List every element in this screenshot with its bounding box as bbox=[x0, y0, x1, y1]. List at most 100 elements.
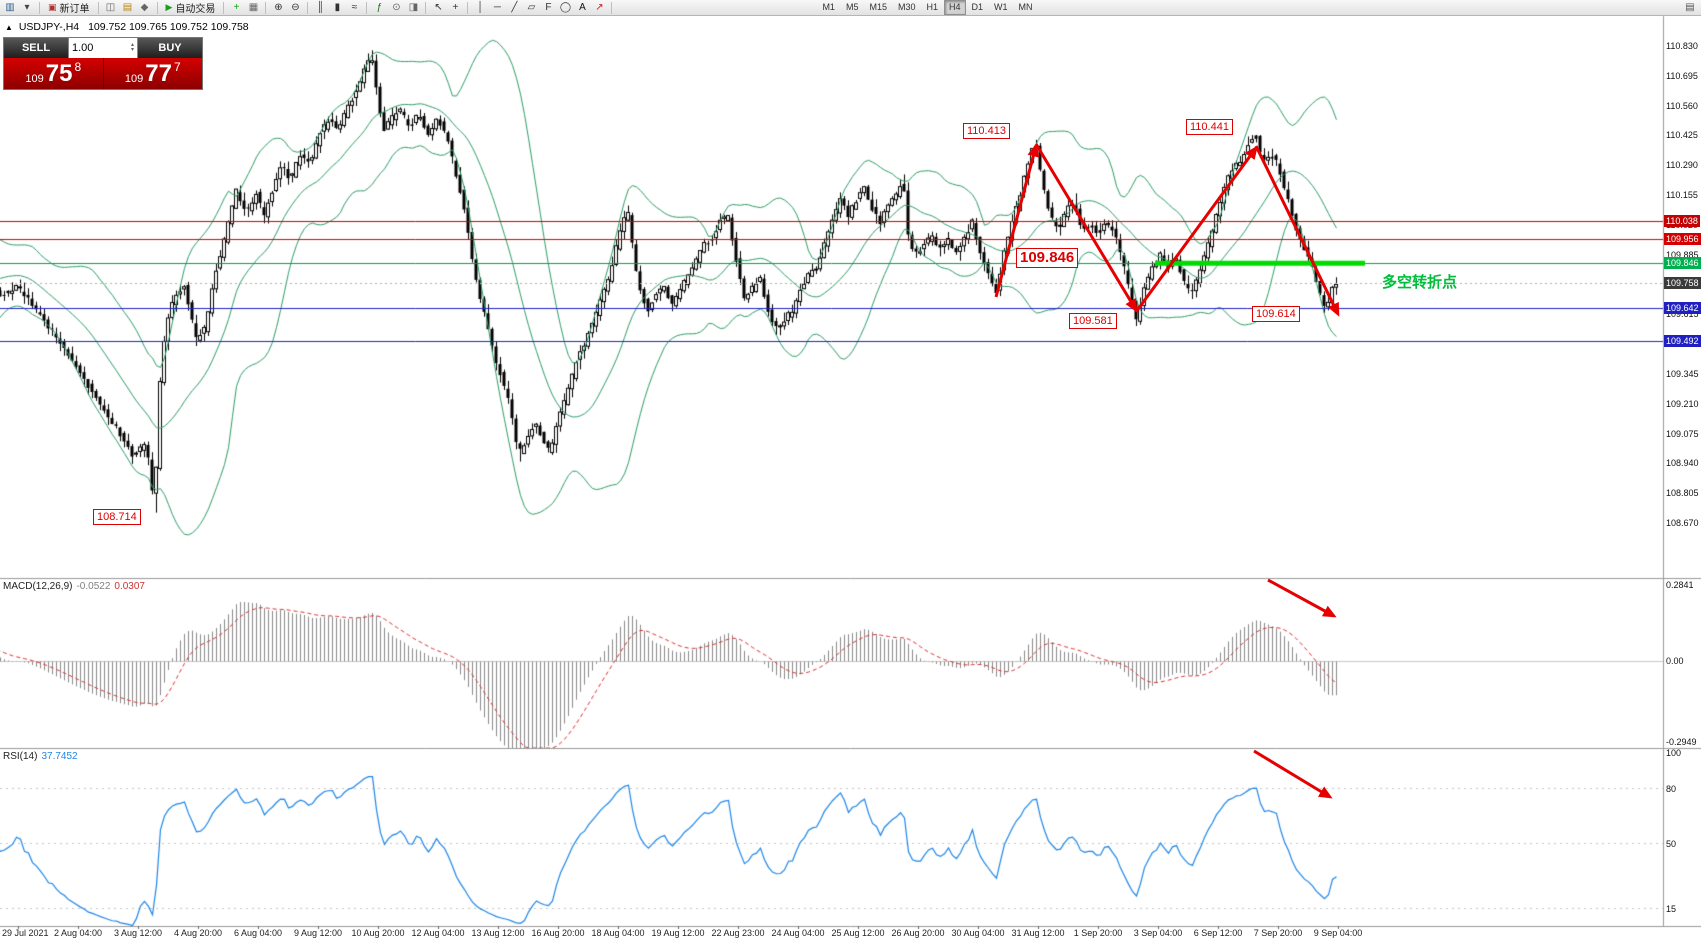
price-level-label: 109.846 bbox=[1664, 257, 1701, 270]
price-level-label: 110.038 bbox=[1664, 214, 1700, 227]
zoom-in-icon[interactable]: ⊕ bbox=[274, 1, 283, 13]
autotrading-button[interactable]: ▶ 自动交易 bbox=[162, 1, 220, 15]
vertical-line-icon[interactable]: │ bbox=[477, 1, 484, 13]
price-axis-label: 109.345 bbox=[1666, 368, 1699, 379]
profiles-icon[interactable]: ▦ bbox=[248, 1, 259, 13]
timeframe-m1-button[interactable]: M1 bbox=[822, 2, 835, 12]
time-axis-label: 29 Jul 2021 bbox=[2, 928, 49, 938]
macd-label: MACD(12,26,9) -0.0522 0.0307 bbox=[3, 581, 145, 592]
time-axis-label: 1 Sep 20:00 bbox=[1073, 928, 1123, 938]
time-axis-label: 6 Aug 04:00 bbox=[233, 928, 283, 938]
navigator-icon[interactable]: ◆ bbox=[140, 1, 149, 13]
macd-axis-label: 0.00 bbox=[1666, 656, 1684, 667]
toolbar-separator bbox=[39, 1, 40, 14]
autotrading-play-icon: ▶ bbox=[165, 2, 173, 12]
autotrading-button-label: 自动交易 bbox=[175, 4, 216, 15]
volume-input[interactable]: 1.00 ▴ ▾ bbox=[68, 38, 138, 58]
time-axis-label: 24 Aug 04:00 bbox=[771, 928, 825, 938]
toolbar-separator bbox=[366, 1, 368, 14]
price-axis-label: 110.695 bbox=[1666, 70, 1698, 81]
price-axis-label: 110.560 bbox=[1666, 100, 1698, 111]
arrow-tool-icon[interactable]: ↗ bbox=[595, 1, 604, 13]
candlestick-chart-icon[interactable]: ▮ bbox=[334, 1, 341, 13]
time-axis-label: 31 Aug 12:00 bbox=[1011, 928, 1065, 938]
periods-icon[interactable]: ⊙ bbox=[392, 1, 401, 13]
toolbar-separator bbox=[223, 1, 225, 14]
text-tool-icon[interactable]: A bbox=[579, 1, 586, 13]
bar-chart-icon[interactable]: ║ bbox=[316, 1, 324, 13]
time-axis-label: 30 Aug 04:00 bbox=[951, 928, 1005, 938]
crosshair-icon[interactable]: + bbox=[452, 1, 459, 13]
shapes-icon[interactable]: ◯ bbox=[559, 1, 572, 13]
buy-price-button[interactable]: 109 77 7 bbox=[103, 58, 202, 89]
tile-windows-icon[interactable]: ◫ bbox=[105, 1, 116, 13]
timeframe-mn-button[interactable]: MN bbox=[1018, 2, 1033, 12]
buy-button[interactable]: BUY bbox=[138, 38, 202, 58]
timeframe-w1-button[interactable]: W1 bbox=[994, 2, 1008, 12]
timeframe-m5-button[interactable]: M5 bbox=[845, 2, 859, 12]
rsi-axis-label: 50 bbox=[1666, 839, 1677, 850]
fibonacci-icon[interactable]: F bbox=[545, 1, 552, 13]
timeframe-m30-button[interactable]: M30 bbox=[897, 2, 916, 12]
line-chart-icon[interactable]: ≈ bbox=[351, 1, 358, 13]
trendline-icon[interactable]: ╱ bbox=[511, 1, 518, 13]
price-annotation: 110.441 bbox=[1186, 119, 1233, 135]
data-window-icon[interactable]: ▤ bbox=[122, 1, 133, 13]
volume-value: 1.00 bbox=[72, 42, 94, 54]
price-annotation: 109.614 bbox=[1252, 306, 1300, 322]
sell-price-big: 75 bbox=[45, 59, 73, 87]
docking-icon[interactable]: ▤ bbox=[1685, 2, 1695, 13]
timeframe-d1-button[interactable]: D1 bbox=[971, 2, 984, 12]
new-order-button[interactable]: ▣ 新订单 bbox=[44, 1, 94, 15]
new-chart-icon[interactable]: + bbox=[233, 1, 240, 13]
timeframe-h4-button[interactable]: H4 bbox=[944, 0, 966, 15]
timeframe-h1-button[interactable]: H1 bbox=[926, 2, 939, 12]
volume-up-icon[interactable]: ▴ bbox=[130, 42, 134, 48]
price-axis-label: 110.155 bbox=[1666, 190, 1698, 201]
symbol-bar: ▲ USDJPY-,H4 109.752 109.765 109.752 109… bbox=[5, 21, 249, 33]
sell-button[interactable]: SELL bbox=[4, 38, 68, 58]
macd-signal-value: 0.0307 bbox=[114, 581, 145, 592]
symbol-title: USDJPY-,H4 bbox=[18, 21, 80, 33]
cursor-icon[interactable]: ↖ bbox=[434, 1, 443, 13]
indicators-icon[interactable]: ƒ bbox=[376, 1, 383, 13]
price-level-label: 109.492 bbox=[1664, 335, 1701, 348]
new-order-icon: ▣ bbox=[48, 2, 57, 12]
toolbar-separator bbox=[156, 1, 158, 14]
macd-name: MACD(12,26,9) bbox=[3, 581, 73, 592]
time-axis-label: 7 Sep 20:00 bbox=[1253, 928, 1303, 938]
templates-icon[interactable]: ◨ bbox=[408, 1, 419, 13]
time-axis-label: 12 Aug 04:00 bbox=[411, 928, 465, 938]
time-axis-label: 18 Aug 04:00 bbox=[591, 928, 645, 938]
price-annotation: 109.846 bbox=[1016, 248, 1079, 268]
price-annotation: 110.413 bbox=[963, 123, 1010, 139]
panel-separator-rsi[interactable] bbox=[0, 746, 1701, 750]
charts-toolbar-icon[interactable]: ▥ bbox=[5, 1, 15, 13]
rsi-label: RSI(14) 37.7452 bbox=[3, 751, 78, 762]
channel-icon[interactable]: ▱ bbox=[527, 1, 536, 13]
rsi-axis-label: 100 bbox=[1666, 747, 1682, 758]
toolbar-separator bbox=[611, 1, 613, 14]
price-axis-label: 110.290 bbox=[1666, 160, 1698, 171]
time-axis-label: 22 Aug 23:00 bbox=[711, 928, 765, 938]
rsi-value: 37.7452 bbox=[41, 751, 78, 762]
panel-separator-macd[interactable] bbox=[0, 576, 1701, 580]
sell-price-pipette: 8 bbox=[74, 60, 82, 74]
sell-price-button[interactable]: 109 75 8 bbox=[4, 58, 104, 89]
current-price-label: 109.758 bbox=[1664, 276, 1701, 289]
rsi-axis-label: 80 bbox=[1666, 784, 1677, 795]
chevron-down-icon[interactable]: ▾ bbox=[24, 1, 30, 13]
zoom-out-icon[interactable]: ⊖ bbox=[291, 1, 300, 13]
volume-down-icon[interactable]: ▾ bbox=[130, 47, 134, 53]
timeframe-m15-button[interactable]: M15 bbox=[869, 2, 887, 12]
collapse-trade-widget-arrow[interactable]: ▲ bbox=[5, 23, 13, 32]
rsi-axis-label: 15 bbox=[1666, 903, 1677, 914]
time-axis-label: 4 Aug 20:00 bbox=[173, 928, 223, 938]
buy-price-pipette: 7 bbox=[173, 60, 181, 74]
time-axis-label: 13 Aug 12:00 bbox=[471, 928, 525, 938]
macd-axis-label: -0.2949 bbox=[1666, 737, 1697, 747]
time-axis-label: 3 Aug 12:00 bbox=[113, 928, 163, 938]
horizontal-line-icon[interactable]: ─ bbox=[493, 1, 501, 13]
price-axis-label: 108.805 bbox=[1666, 488, 1699, 499]
